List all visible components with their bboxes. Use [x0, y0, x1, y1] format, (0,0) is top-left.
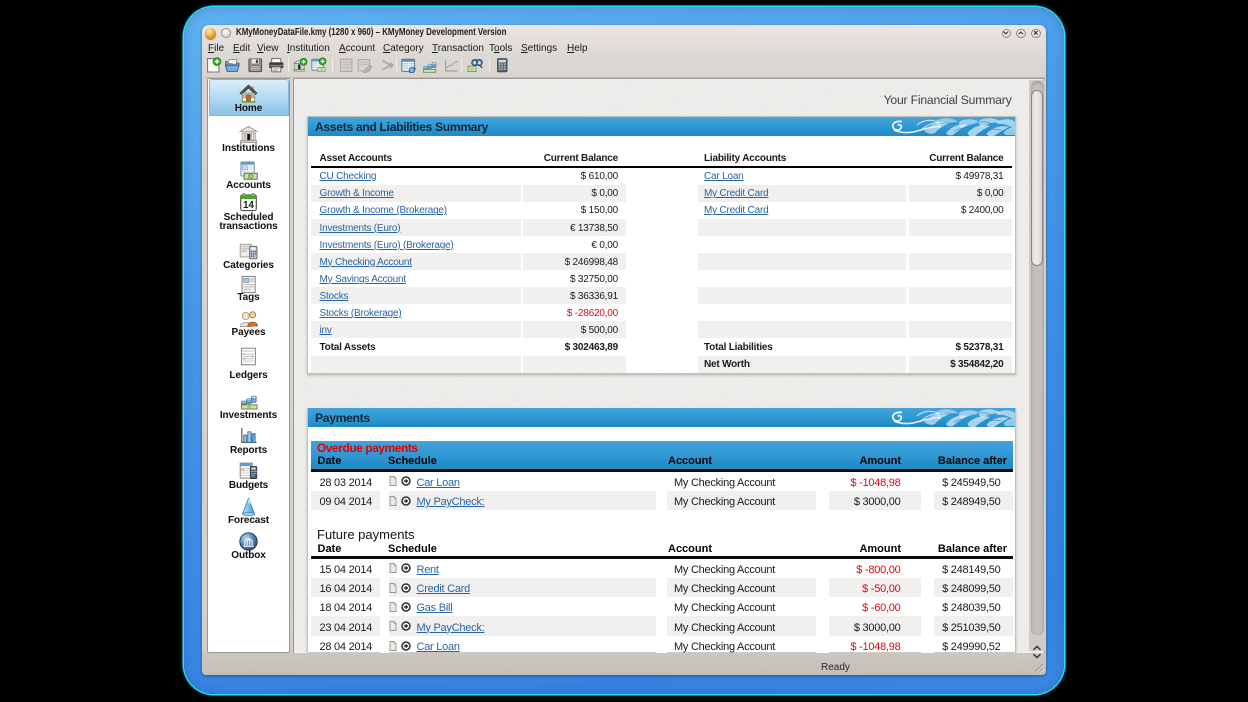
svg-text:14: 14	[243, 200, 254, 211]
